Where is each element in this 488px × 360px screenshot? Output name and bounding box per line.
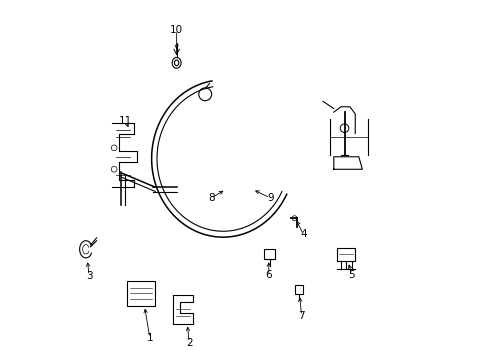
Text: 1: 1 [146, 333, 153, 343]
Text: 6: 6 [265, 270, 271, 280]
Text: 2: 2 [185, 338, 192, 347]
Text: 8: 8 [208, 193, 215, 203]
Text: 5: 5 [347, 270, 354, 280]
Text: 3: 3 [85, 271, 92, 281]
Text: 7: 7 [298, 311, 305, 321]
Text: 10: 10 [170, 25, 183, 35]
Text: 9: 9 [266, 193, 273, 203]
Text: 11: 11 [119, 116, 132, 126]
Text: 4: 4 [300, 229, 306, 239]
